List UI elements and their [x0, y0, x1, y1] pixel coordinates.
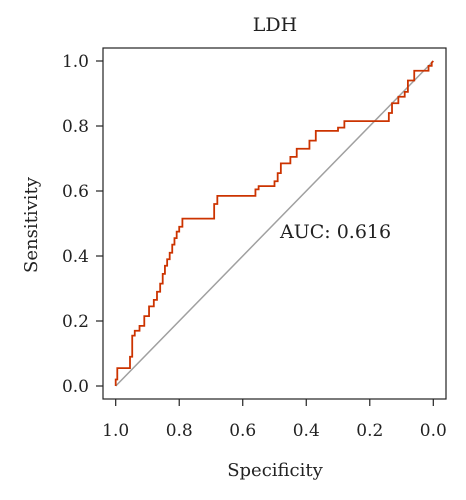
y-axis: 0.0 0.2 0.4 0.6 0.8 1.0: [62, 52, 103, 397]
x-tick-label: 0.2: [356, 421, 383, 441]
y-tick-label: 0.8: [62, 117, 89, 137]
plot-frame: [102, 47, 447, 400]
x-axis: 1.0 0.8 0.6 0.4 0.2 0.0: [102, 399, 447, 441]
x-tick-label: 0.4: [293, 421, 320, 441]
chart-title: LDH: [253, 14, 297, 36]
x-tick-label: 0.6: [229, 421, 256, 441]
x-tick-label: 0.8: [166, 421, 193, 441]
x-tick-label: 1.0: [102, 421, 129, 441]
y-tick-label: 0.2: [62, 312, 89, 332]
y-axis-label: Sensitivity: [21, 176, 42, 273]
y-tick-label: 1.0: [62, 52, 89, 72]
roc-curve-layer: [114, 60, 434, 386]
reference-diagonal: [115, 60, 434, 387]
x-tick-label: 0.0: [420, 421, 447, 441]
y-tick-label: 0.6: [62, 182, 89, 202]
y-tick-label: 0.4: [62, 247, 89, 267]
roc-curve: [114, 60, 434, 386]
x-axis-label: Specificity: [227, 460, 323, 481]
auc-annotation: AUC: 0.616: [279, 221, 391, 243]
reference-diagonal-layer: [115, 60, 434, 387]
y-tick-label: 0.0: [62, 377, 89, 397]
